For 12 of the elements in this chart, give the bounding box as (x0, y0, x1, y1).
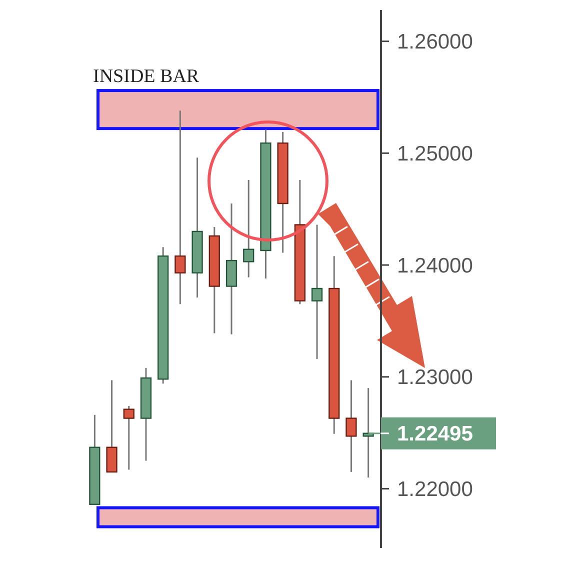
y-tick-label: 1.24000 (397, 254, 473, 278)
candlestick (346, 379, 357, 473)
candlestick (311, 224, 323, 360)
candlestick (243, 179, 254, 278)
y-tick-label: 1.26000 (397, 30, 473, 54)
y-tick-label: 1.25000 (397, 142, 473, 166)
annotation: INSIDE BAR (93, 66, 200, 87)
candlestick (123, 405, 134, 470)
y-tick-label: 1.22000 (397, 478, 473, 502)
candlestick (174, 110, 186, 305)
ref-line-label: 1.22495 (397, 422, 474, 446)
y-tick-label: 1.23000 (397, 366, 473, 390)
